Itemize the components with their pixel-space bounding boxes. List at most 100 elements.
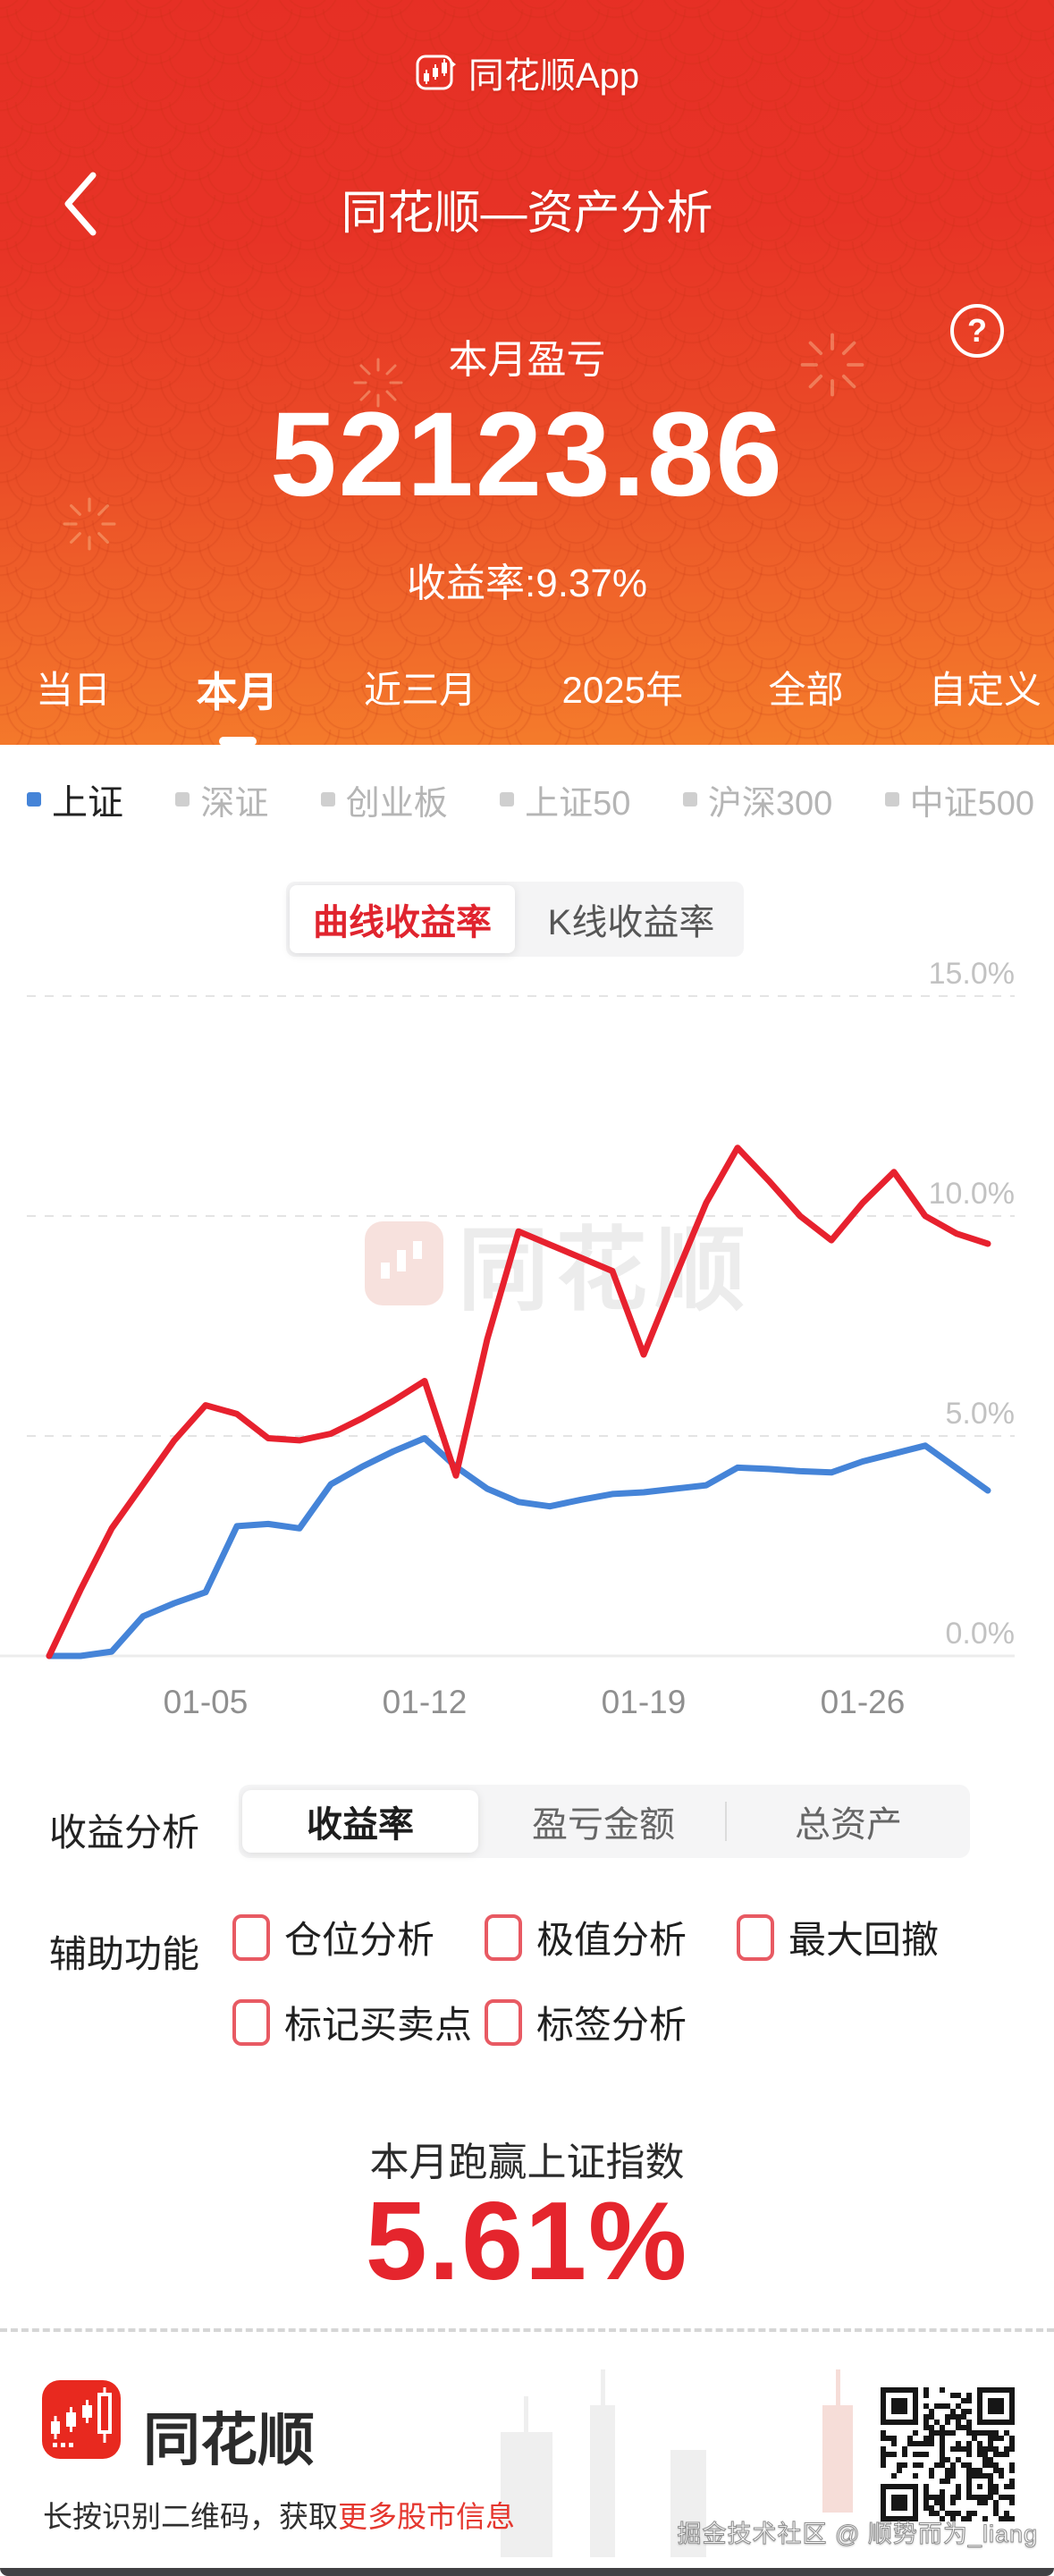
y-axis-label: 0.0% xyxy=(946,1617,1016,1651)
tab-2025年[interactable]: 2025年 xyxy=(562,660,683,746)
firework-icon xyxy=(353,358,403,408)
checkbox-仓位分析[interactable] xyxy=(232,1913,270,1961)
tab-label: 当日 xyxy=(36,669,112,711)
legend-item-深证[interactable]: 深证 xyxy=(175,775,268,824)
y-axis-label: 10.0% xyxy=(929,1177,1015,1211)
legend-label: 中证500 xyxy=(909,784,1034,823)
tab-当日[interactable]: 当日 xyxy=(36,660,111,746)
legend-label: 创业板 xyxy=(345,784,448,823)
checkbox-label: 标记买卖点 xyxy=(284,2004,473,2046)
checkbox-极值分析[interactable] xyxy=(485,1913,522,1961)
checkbox-label: 极值分析 xyxy=(536,1919,687,1961)
footer-candlestick-watermark xyxy=(501,2369,853,2557)
checkbox-label: 标签分析 xyxy=(536,2004,687,2046)
tab-label: 全部 xyxy=(768,669,844,711)
curve-option-曲线收益率[interactable]: 曲线收益率 xyxy=(290,885,515,953)
segment-divider xyxy=(725,1802,727,1841)
tab-全部[interactable]: 全部 xyxy=(768,660,843,746)
x-axis-label-01-05: 01-05 xyxy=(164,1684,249,1720)
firework-icon xyxy=(63,497,116,551)
aux-section-label: 辅助功能 xyxy=(49,1933,200,1975)
aux-option-最大回撤: 最大回撤 xyxy=(737,1910,989,1964)
aux-option-仓位分析: 仓位分析 xyxy=(232,1910,485,1964)
aux-option-标记买卖点: 标记买卖点 xyxy=(232,1995,485,2049)
outperform-value: 5.61% xyxy=(365,2180,689,2303)
legend-item-上证[interactable]: 上证 xyxy=(27,773,123,825)
caption-text: 长按识别二维码，获取 xyxy=(43,2500,338,2533)
caption-highlight: 更多股市信息 xyxy=(338,2500,515,2533)
stat-value: 52123.86 xyxy=(270,388,784,521)
outperform-title: 本月跑赢上证指数 xyxy=(369,2141,685,2184)
app-badge: 同花顺App xyxy=(0,46,1054,98)
legend-swatch-icon xyxy=(320,792,335,807)
return-line-chart: 0.0% 5.0% 10.0% 15.0% 同花顺 01-05 01-12 01-19 01-2… xyxy=(0,948,1054,1745)
checkbox-最大回撤[interactable] xyxy=(737,1913,774,1961)
x-axis-label-01-12: 01-12 xyxy=(383,1684,468,1720)
aux-row: 仓位分析 极值分析 最大回撤 xyxy=(232,1910,1001,1964)
tab-label: 本月 xyxy=(196,669,279,715)
legend-swatch-icon xyxy=(175,792,190,807)
curve-option-K线收益率[interactable]: K线收益率 xyxy=(547,903,715,942)
qr-code xyxy=(875,2382,1020,2527)
analysis-section-label: 收益分析 xyxy=(49,1812,200,1854)
aux-option-标签分析: 标签分析 xyxy=(485,1995,737,2049)
legend-swatch-icon xyxy=(884,792,899,807)
x-axis-label-01-19: 01-19 xyxy=(602,1684,687,1720)
checkbox-label: 仓位分析 xyxy=(284,1919,435,1961)
aux-row: 标记买卖点 标签分析 xyxy=(232,1995,1001,2049)
back-icon[interactable] xyxy=(59,170,100,238)
legend-swatch-icon xyxy=(27,792,41,807)
stat-return-rate: 收益率:9.37% xyxy=(407,562,647,605)
legend-item-上证50[interactable]: 上证50 xyxy=(500,775,630,824)
hero-banner: 同花顺App 同花顺—资产分析 本月盈亏 52123.86 收益率:9.37% … xyxy=(0,0,1054,746)
legend-swatch-icon xyxy=(500,792,515,807)
tab-label: 自定义 xyxy=(928,669,1041,711)
period-tabs: 当日 本月 近三月 2025年 全部 自定义 xyxy=(36,660,1041,746)
credit-watermark: 掘金技术社区 @ 顺势而为_liang xyxy=(677,2521,1038,2548)
legend-label: 沪深300 xyxy=(707,784,833,823)
checkbox-标签分析[interactable] xyxy=(485,1998,522,2046)
curve-type-toggle: 曲线收益率 K线收益率 xyxy=(286,882,744,957)
help-icon[interactable]: ? xyxy=(950,304,1004,358)
bottom-edge-bar xyxy=(0,2568,1054,2576)
aux-checkbox-grid: 仓位分析 极值分析 最大回撤标记买卖点 标签分析 xyxy=(232,1910,1001,2080)
tab-label: 2025年 xyxy=(561,669,683,711)
stat-label: 本月盈亏 xyxy=(448,338,606,382)
legend-label: 深证 xyxy=(200,784,269,823)
legend-item-创业板[interactable]: 创业板 xyxy=(320,775,448,824)
firework-icon xyxy=(800,333,864,397)
analysis-option-收益率[interactable]: 收益率 xyxy=(242,1790,478,1853)
legend-label: 上证 xyxy=(52,783,123,823)
y-axis-label: 5.0% xyxy=(946,1397,1016,1431)
analysis-option-总资产[interactable]: 总资产 xyxy=(795,1805,902,1845)
active-tab-underline xyxy=(218,737,257,746)
tab-本月[interactable]: 本月 xyxy=(197,660,279,746)
checkbox-标记买卖点[interactable] xyxy=(232,1998,270,2046)
footer-caption: 长按识别二维码，获取更多股市信息 xyxy=(43,2493,515,2536)
analysis-option-盈亏金额[interactable]: 盈亏金额 xyxy=(532,1805,675,1845)
brand-name: 同花顺 xyxy=(143,2408,315,2472)
checkbox-label: 最大回撤 xyxy=(788,1919,940,1961)
y-axis-label: 15.0% xyxy=(929,957,1015,991)
x-axis-label-01-26: 01-26 xyxy=(821,1684,906,1720)
app-logo-icon xyxy=(42,2380,121,2459)
series-line-上证 xyxy=(46,1435,991,1660)
tab-自定义[interactable]: 自定义 xyxy=(929,660,1041,746)
index-legend: 上证 深证 创业板 上证50 沪深300 中证500 xyxy=(27,774,1034,824)
aux-option-极值分析: 极值分析 xyxy=(485,1910,737,1964)
legend-item-中证500[interactable]: 中证500 xyxy=(884,775,1034,824)
analysis-metric-control: 收益率 盈亏金额 总资产 xyxy=(239,1785,970,1858)
app-badge-label: 同花顺App xyxy=(468,56,640,96)
legend-swatch-icon xyxy=(682,792,697,807)
navbar: 同花顺—资产分析 xyxy=(0,168,1054,240)
tab-label: 近三月 xyxy=(364,669,477,711)
app-badge-icon xyxy=(416,55,456,90)
footer-divider xyxy=(0,2328,1054,2332)
legend-label: 上证50 xyxy=(525,784,631,823)
page-title: 同花顺—资产分析 xyxy=(341,188,713,240)
tab-近三月[interactable]: 近三月 xyxy=(364,660,476,746)
legend-item-沪深300[interactable]: 沪深300 xyxy=(682,775,833,824)
series-line-收益率 xyxy=(46,1144,991,1660)
